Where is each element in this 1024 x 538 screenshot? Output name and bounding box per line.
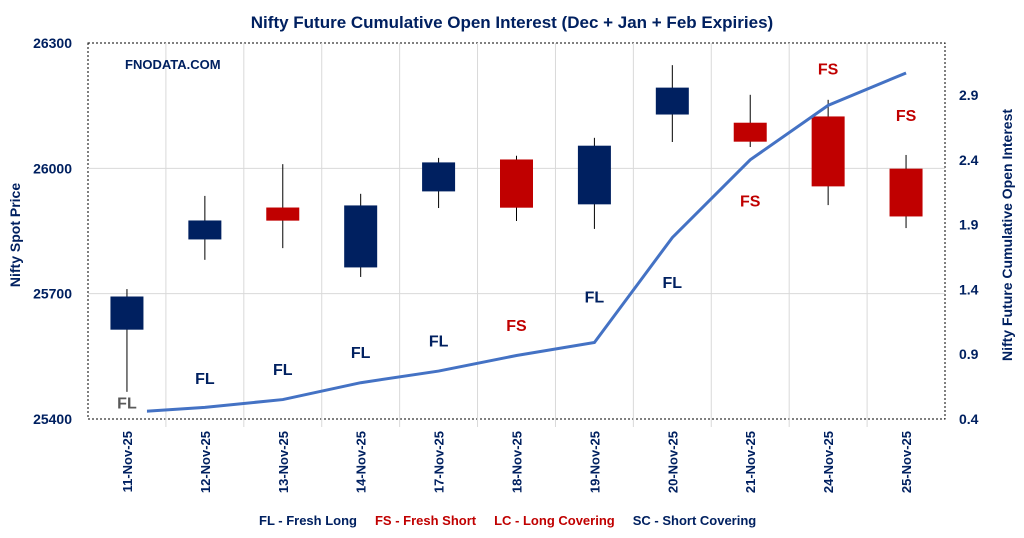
annotation-label: FL	[663, 275, 683, 292]
candle-body	[500, 159, 533, 208]
x-tick-label: 20-Nov-25	[665, 431, 680, 493]
watermark: FNODATA.COM	[125, 57, 221, 72]
annotation-label: FL	[585, 289, 605, 306]
legend-item: FL - Fresh Long	[259, 513, 357, 528]
candle-body	[811, 116, 845, 187]
annotation-label: FS	[506, 318, 527, 335]
annotation-label: FL	[351, 345, 371, 362]
legend-item: FS - Fresh Short	[375, 513, 477, 528]
chart-title: Nifty Future Cumulative Open Interest (D…	[251, 13, 773, 32]
x-tick-label: 12-Nov-25	[198, 431, 213, 493]
candle-body	[655, 87, 689, 115]
x-tick-label: 17-Nov-25	[432, 431, 447, 493]
annotation-label: FS	[740, 193, 761, 210]
plot-border	[87, 42, 946, 420]
x-tick-label: 21-Nov-25	[743, 431, 758, 493]
y-left-tick-label: 26000	[33, 160, 72, 176]
candle-body	[344, 205, 378, 268]
legend-item: SC - Short Covering	[633, 513, 757, 528]
y-left-tick-label: 25700	[33, 286, 72, 302]
annotation-label: FL	[195, 371, 215, 388]
candle-body	[577, 145, 611, 205]
annotation-label: FS	[818, 61, 839, 78]
y-right-tick-label: 0.4	[959, 411, 979, 427]
candle-body	[110, 296, 144, 330]
y-right-tick-label: 0.9	[959, 346, 979, 362]
annotation-label: FL	[117, 396, 137, 413]
candle-body	[422, 162, 456, 192]
x-tick-label: 13-Nov-25	[276, 431, 291, 493]
candle-body	[889, 168, 923, 217]
open-interest-line	[126, 71, 907, 415]
x-tick-label: 25-Nov-25	[899, 431, 914, 493]
legend-item: LC - Long Covering	[494, 513, 615, 528]
annotation-label: FS	[896, 108, 917, 125]
y-left-tick-label: 25400	[33, 411, 72, 427]
candle-body	[266, 207, 300, 221]
y-right-tick-label: 1.4	[959, 281, 979, 297]
y-axis-left-label: Nifty Spot Price	[7, 183, 23, 287]
y-right-tick-label: 1.9	[959, 217, 979, 233]
y-axis-right-label: Nifty Future Cumulative Open Interest	[999, 109, 1015, 361]
x-tick-label: 14-Nov-25	[354, 431, 369, 493]
y-right-tick-label: 2.4	[959, 152, 979, 168]
candle-body	[188, 220, 222, 240]
annotation-background	[106, 393, 147, 416]
candle-body	[733, 122, 767, 142]
annotation-label: FL	[273, 362, 293, 379]
y-left-tick-label: 26300	[33, 35, 72, 51]
x-tick-label: 24-Nov-25	[821, 431, 836, 493]
x-tick-label: 19-Nov-25	[587, 431, 602, 493]
annotation-label: FL	[429, 333, 449, 350]
y-right-tick-label: 2.9	[959, 87, 979, 103]
x-tick-label: 18-Nov-25	[510, 431, 525, 493]
x-tick-label: 11-Nov-25	[120, 431, 135, 492]
